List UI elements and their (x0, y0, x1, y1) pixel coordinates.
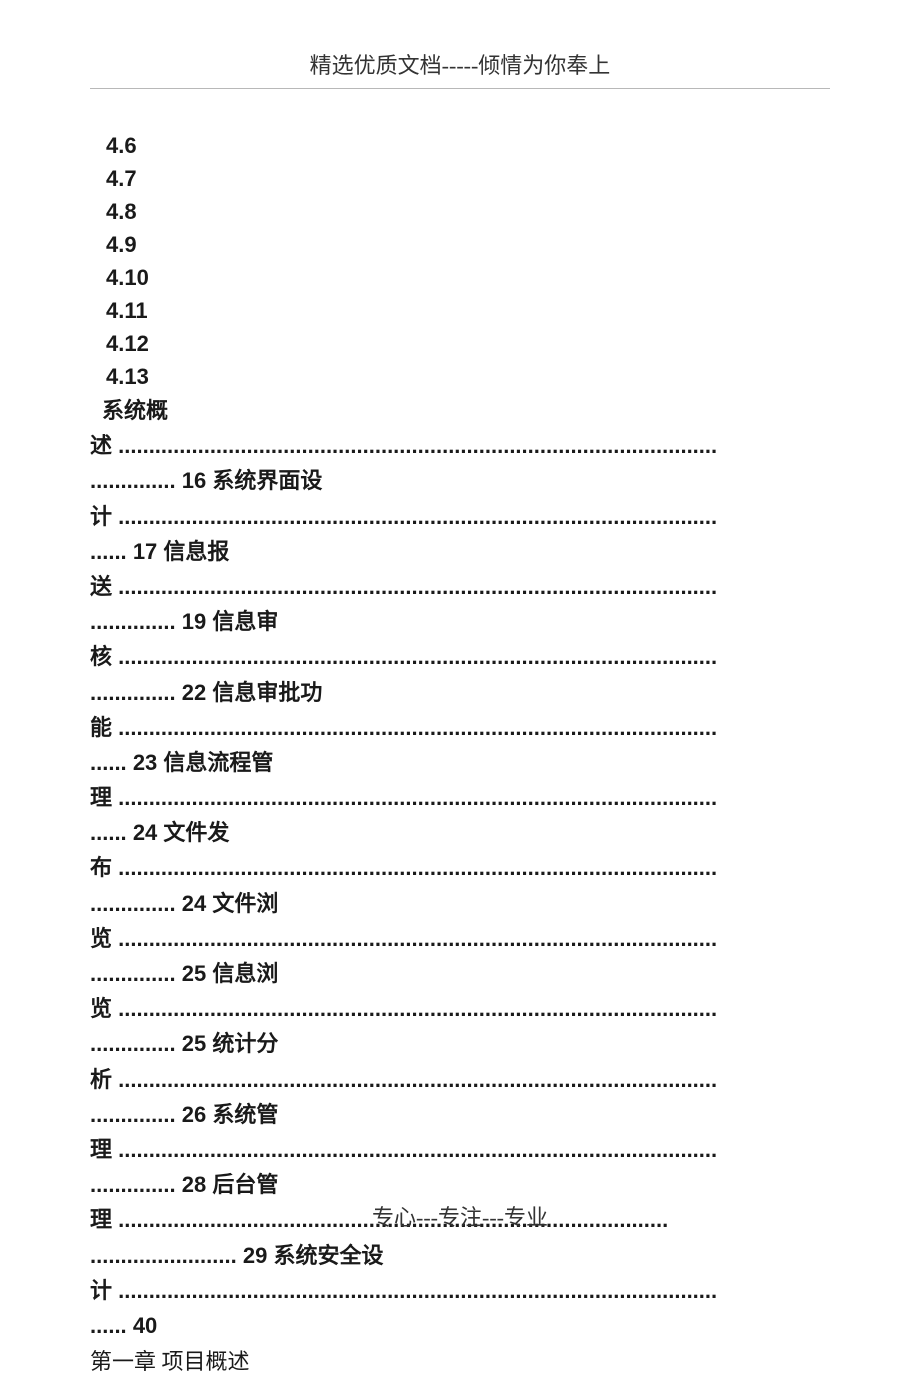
toc-title-pre: 文件发 (163, 820, 229, 845)
toc-dots: ...... (90, 1313, 127, 1338)
toc-page: 25 (182, 1031, 206, 1056)
section-number: 4.9 (106, 228, 830, 261)
toc-dots: .............. (90, 961, 176, 986)
toc-dots: ........................................… (112, 996, 717, 1021)
toc-dots: .............. (90, 1031, 176, 1056)
toc-title-pre: 信息报 (163, 539, 229, 564)
toc-page: 28 (182, 1172, 206, 1197)
toc-dots: ........................................… (112, 574, 717, 599)
toc-dots: .............. (90, 468, 176, 493)
toc-dots: .............. (90, 1172, 176, 1197)
toc-title-pre: 系统概 (102, 398, 168, 423)
toc-page: 16 (182, 468, 206, 493)
toc-title-pre: 信息浏 (212, 961, 278, 986)
toc-page: 17 (133, 539, 157, 564)
toc-dots: ...... (90, 820, 127, 845)
toc-page: 40 (133, 1313, 157, 1338)
toc-title-pre: 系统界面设 (212, 468, 322, 493)
toc-title-pre: 信息流程管 (163, 750, 273, 775)
toc-title-post: 理 (90, 1137, 112, 1162)
toc-title-post: 核 (90, 644, 112, 669)
toc-dots: ........................ (90, 1243, 237, 1268)
section-number: 4.13 (106, 360, 830, 393)
toc-page: 24 (133, 820, 157, 845)
toc-dots: .............. (90, 1102, 176, 1127)
toc-title-pre: 系统管 (212, 1102, 278, 1127)
toc-page: 26 (182, 1102, 206, 1127)
toc-title-pre: 后台管 (212, 1172, 278, 1197)
toc-dots: ........................................… (112, 715, 717, 740)
page-header: 精选优质文档-----倾情为你奉上 (90, 0, 830, 89)
chapter-heading: 第一章 项目概述 (90, 1345, 830, 1379)
toc-dots: ........................................… (112, 785, 717, 810)
toc-dots: ........................................… (112, 644, 717, 669)
section-number: 4.8 (106, 195, 830, 228)
toc-title-post: 析 (90, 1067, 112, 1092)
toc-title-post: 理 (90, 785, 112, 810)
toc-page: 22 (182, 680, 206, 705)
toc-page: 23 (133, 750, 157, 775)
page-container: 精选优质文档-----倾情为你奉上 4.6 4.7 4.8 4.9 4.10 4… (0, 0, 920, 1302)
toc-dots: ........................................… (112, 504, 717, 529)
toc-title-pre: 统计分 (212, 1031, 278, 1056)
toc-page: 24 (182, 891, 206, 916)
section-number: 4.10 (106, 261, 830, 294)
toc-title-pre: 信息审 (212, 609, 278, 634)
toc-dots: ...... (90, 750, 127, 775)
toc-dots: ........................................… (112, 1067, 717, 1092)
toc-dots: ........................................… (112, 1278, 717, 1303)
section-number: 4.7 (106, 162, 830, 195)
toc-dots: ...... (90, 539, 127, 564)
toc-page: 19 (182, 609, 206, 634)
toc-title-post: 送 (90, 574, 112, 599)
toc-dots: ........................................… (112, 855, 717, 880)
section-number: 4.12 (106, 327, 830, 360)
toc-title-post: 述 (90, 433, 112, 458)
section-number: 4.11 (106, 294, 830, 327)
toc-title-pre: 文件浏 (212, 891, 278, 916)
toc-title-post: 布 (90, 855, 112, 880)
toc-page: 29 (243, 1243, 267, 1268)
toc-dots: ........................................… (112, 926, 717, 951)
toc-title-pre: 信息审批功 (212, 680, 322, 705)
toc-title-post: 能 (90, 715, 112, 740)
toc-title-post: 览 (90, 996, 112, 1021)
toc-dots: .............. (90, 891, 176, 916)
toc-dots: ........................................… (112, 433, 717, 458)
page-content: 4.6 4.7 4.8 4.9 4.10 4.11 4.12 4.13 系统概 … (90, 89, 830, 1379)
toc-dots: .............. (90, 680, 176, 705)
toc-title-pre: 系统安全设 (273, 1243, 383, 1268)
page-footer: 专心---专注---专业 (0, 1200, 920, 1232)
section-number: 4.6 (106, 129, 830, 162)
toc-dots: ........................................… (112, 1137, 717, 1162)
toc-title-post: 览 (90, 926, 112, 951)
toc-page: 25 (182, 961, 206, 986)
toc-dots: .............. (90, 609, 176, 634)
toc-title-post: 计 (90, 504, 112, 529)
toc-title-post: 计 (90, 1278, 112, 1303)
